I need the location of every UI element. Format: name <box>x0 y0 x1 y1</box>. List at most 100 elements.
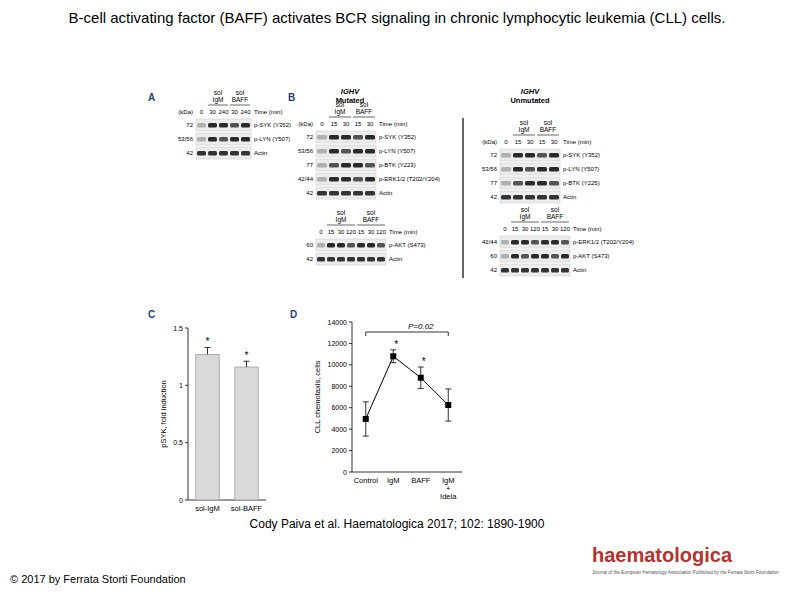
blot: solIgMsolBAFF015301201530120Time (min)60… <box>306 209 425 265</box>
time-axis-label: Time (min) <box>389 229 417 235</box>
band <box>537 195 547 200</box>
band <box>329 149 339 154</box>
band <box>377 243 385 248</box>
p-value: P=0.02 <box>408 322 434 331</box>
separator <box>462 118 463 278</box>
time-label: 120 <box>560 226 571 232</box>
time-axis-label: Time (min) <box>573 226 601 232</box>
y-tick <box>349 429 352 430</box>
blot-strip <box>500 177 560 189</box>
kda-label: (kDa) <box>178 109 193 115</box>
x-tick-label: BAFF <box>411 476 431 485</box>
bracket <box>366 332 449 336</box>
logo-subtitle: Journal of the European Hematology Assoc… <box>592 570 779 575</box>
blot-strip <box>316 145 376 157</box>
band <box>511 254 519 259</box>
band <box>525 181 535 186</box>
band <box>537 153 547 158</box>
band <box>219 137 228 142</box>
treatment-line <box>541 222 569 223</box>
plot-area <box>196 347 258 500</box>
band <box>208 137 217 142</box>
time-axis-label: Time (min) <box>379 121 407 127</box>
error-bar <box>363 402 369 436</box>
copyright: © 2017 by Ferrata Storti Foundation <box>10 573 186 585</box>
row-label: p-SYK (Y352) <box>254 122 291 128</box>
kda: 42 <box>306 190 313 196</box>
y-tick <box>349 450 352 451</box>
blot-strip <box>316 159 376 171</box>
kda-label: (kDa) <box>298 121 313 127</box>
y-tick <box>185 328 188 329</box>
blot-strip <box>316 131 376 143</box>
row-label: Actin <box>254 150 267 156</box>
error-bar <box>390 350 396 363</box>
band <box>549 153 559 158</box>
band <box>511 268 519 273</box>
error-bar <box>244 361 250 367</box>
band <box>501 195 511 200</box>
kda: 77 <box>490 180 497 186</box>
band <box>317 177 327 182</box>
row-label: Actin <box>573 267 586 273</box>
error-bar <box>418 367 424 388</box>
time-label: 0 <box>504 139 508 145</box>
panel-letter: B <box>288 92 295 103</box>
band <box>317 257 325 262</box>
y-tick <box>349 407 352 408</box>
band <box>219 123 228 128</box>
marker <box>390 353 396 359</box>
significance-star: * <box>422 356 426 367</box>
band <box>329 163 339 168</box>
time-label: 30 <box>552 226 559 232</box>
treatment-line <box>327 225 355 226</box>
kda: 42 <box>490 194 497 200</box>
error-bar <box>205 347 211 354</box>
time-label: 15 <box>512 226 519 232</box>
band <box>341 135 351 140</box>
kda-label: (kDa) <box>482 139 497 145</box>
band <box>329 135 339 140</box>
band <box>367 243 375 248</box>
band <box>551 254 559 259</box>
band <box>317 191 327 196</box>
band <box>197 137 206 142</box>
row-label: Actin <box>379 190 392 196</box>
blot-strip <box>316 173 376 185</box>
y-tick <box>349 364 352 365</box>
blot-strip <box>196 119 251 131</box>
error-bar <box>445 389 451 421</box>
y-tick <box>349 472 352 473</box>
band <box>317 149 327 154</box>
y-tick <box>185 500 188 501</box>
blot-strip <box>500 236 570 248</box>
blot-strip <box>500 264 570 276</box>
kda: 77 <box>306 162 313 168</box>
band <box>525 153 535 158</box>
title: B-cell activating factor (BAFF) activate… <box>30 8 764 27</box>
band <box>551 268 559 273</box>
band <box>561 268 569 273</box>
band <box>537 167 547 172</box>
band <box>531 268 539 273</box>
time-label: 30 <box>343 121 350 127</box>
time-label: 240 <box>218 109 229 115</box>
x-tick-label: Control <box>354 476 379 485</box>
treatment-label: solIgM <box>213 89 224 104</box>
blot: solIgMsolBAFF015301201530120Time (min)42… <box>482 206 634 276</box>
time-label: 0 <box>319 229 323 235</box>
band <box>347 257 355 262</box>
band <box>337 257 345 262</box>
x-tick-label: sol-BAFF <box>231 504 263 513</box>
treatment-label: solBAFF <box>232 89 249 103</box>
treatment-line <box>537 135 559 136</box>
group-heading: Unmutated <box>510 96 550 105</box>
band <box>230 123 239 128</box>
band <box>353 149 363 154</box>
kda: 42 <box>490 267 497 273</box>
treatment-line <box>329 117 351 118</box>
band <box>513 195 523 200</box>
time-label: 30 <box>368 229 375 235</box>
row-label: p-LYN (Y507) <box>379 148 415 154</box>
band <box>521 254 529 259</box>
